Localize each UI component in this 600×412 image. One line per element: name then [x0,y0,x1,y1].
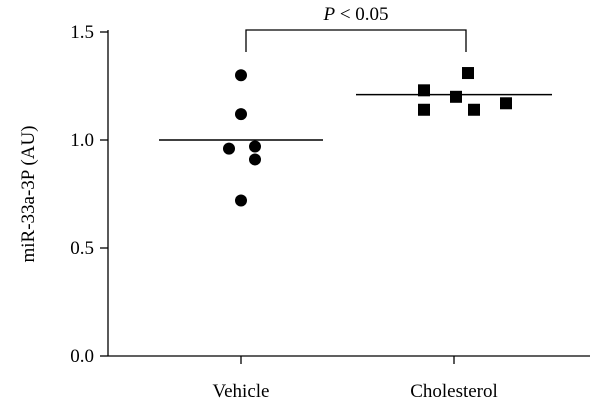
data-point [249,153,261,166]
data-point [235,69,247,82]
axes: 0.0 0.5 1.0 1.5 Vehicle Cholesterol miR-33a-3P… [18,22,590,402]
p-symbol: P [322,4,335,25]
data-point [223,142,235,155]
significance-label: P < 0.05 [322,4,388,25]
p-threshold: < 0.05 [335,4,388,25]
data-point [468,103,480,116]
y-tick-label: 1.5 [70,22,94,43]
data-point [500,97,512,110]
y-tick-label: 0.5 [70,238,94,259]
data-point [418,103,430,116]
data-point [418,84,430,97]
data-point [235,108,247,121]
y-axis-title: miR-33a-3P (AU) [18,125,39,262]
significance-bracket [245,29,467,52]
y-tick-label: 1.0 [70,130,94,151]
significance-annotation: P < 0.05 [245,4,467,52]
data-point [249,140,261,153]
data-marks [159,67,552,207]
x-tick-label: Vehicle [213,381,270,402]
data-point [235,194,247,207]
y-tick-label: 0.0 [70,346,94,367]
data-point [462,67,474,80]
data-point [450,90,462,103]
x-tick-label: Cholesterol [410,381,498,402]
